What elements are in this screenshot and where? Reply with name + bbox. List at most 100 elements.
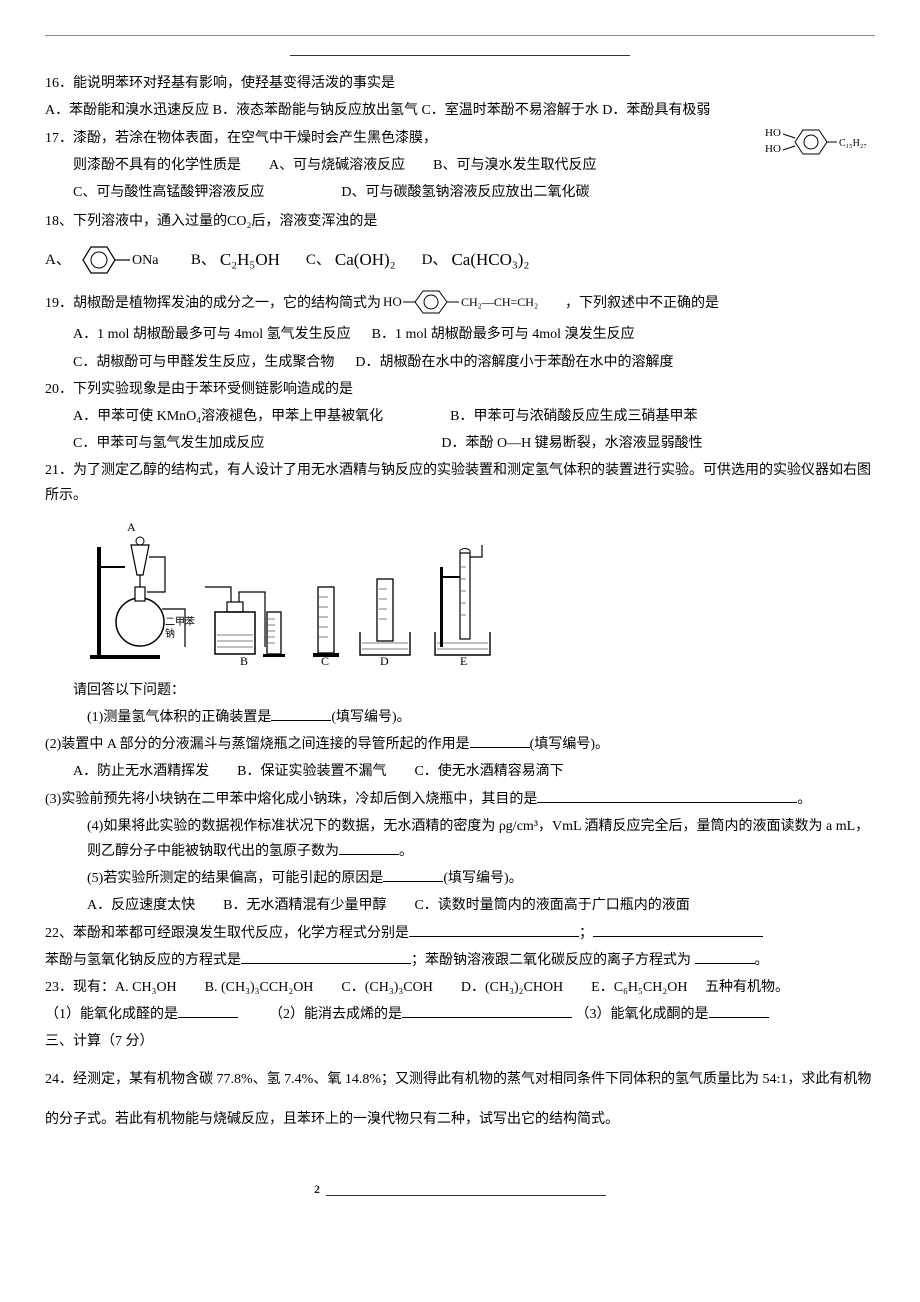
q21-p5opts: A．反应速度太快 B．无水酒精混有少量甲醇 C．读数时量筒内的液面高于广口瓶内的… — [45, 893, 875, 918]
q17-line3: C、可与酸性高锰酸钾溶液反应 D、可与碳酸氢钠溶液反应放出二氧化碳 — [45, 180, 875, 205]
q16-stem: 16．能说明苯环对羟基有影响，使羟基变得活泼的事实是 — [45, 71, 875, 96]
q21-p2optB: B．保证实验装置不漏气 — [237, 759, 386, 784]
blank — [695, 949, 755, 964]
q21-p2a: (2)装置中 A 部分的分液漏斗与蒸馏烧瓶之间连接的导管所起的作用是 — [45, 737, 470, 752]
q19-row1: A．1 mol 胡椒酚最多可与 4mol 氢气发生反应 B．1 mol 胡椒酚最… — [45, 322, 875, 347]
q18-a-prefix: A、 — [45, 247, 71, 274]
q22-l2b: ；苯酚钠溶液跟二氧化碳反应的离子方程式为 — [411, 953, 695, 968]
q21-p3: (3)实验前预先将小块钠在二甲苯中熔化成小钠珠，冷却后倒入烧瓶中，其目的是。 — [45, 787, 875, 812]
q19-stem-a: 19．胡椒酚是植物挥发油的成分之一，它的结构简式为 — [45, 291, 381, 316]
blank — [178, 1003, 238, 1018]
q17-optD: D、可与碳酸氢钠溶液反应放出二氧化碳 — [341, 185, 589, 200]
svg-text:CH₂—CH=CH₂: CH₂—CH=CH₂ — [461, 295, 538, 309]
q19-row2: C．胡椒酚可与甲醛发生反应，生成聚合物 D．胡椒酚在水中的溶解度小于苯酚在水中的… — [45, 350, 875, 375]
q19-optC: C．胡椒酚可与甲醛发生反应，生成聚合物 — [73, 355, 334, 370]
q20-row2: C．甲苯可与氢气发生加成反应 D．苯酚 O—H 键易断裂，水溶液显弱酸性 — [45, 431, 875, 456]
q19-stem: 19．胡椒酚是植物挥发油的成分之一，它的结构简式为 HO CH₂—CH=CH₂ … — [45, 286, 875, 320]
q21-p4b: 。 — [399, 844, 413, 859]
q17-line2: 则漆酚不具有的化学性质是 A、可与烧碱溶液反应 B、可与溴水发生取代反应 — [45, 153, 875, 178]
q21-p2optC: C．使无水酒精容易滴下 — [414, 759, 563, 784]
q18-c-label: Ca(OH)₂ — [335, 245, 396, 276]
q21-p1b: (填写编号)。 — [331, 710, 410, 725]
q21-p2opts: A．防止无水酒精挥发 B．保证实验装置不漏气 C．使无水酒精容易滴下 — [45, 759, 875, 784]
q18-b-label: C₂H₅OH — [220, 245, 280, 276]
apparatus-B: B — [205, 587, 285, 667]
q18-d-prefix: D、 — [422, 247, 448, 274]
q19-stem-b: ，下列叙述中不正确的是 — [565, 291, 719, 316]
page-footer: 2 — [45, 1179, 875, 1201]
q21-p2: (2)装置中 A 部分的分液漏斗与蒸馏烧瓶之间连接的导管所起的作用是 (填写编号)… — [45, 732, 875, 757]
header-blank-line — [45, 40, 875, 65]
svg-text:钠: 钠 — [165, 627, 175, 640]
apparatus-D: D — [360, 579, 410, 667]
struct-ho-bot: HO — [765, 143, 781, 155]
q17-block: HO HO C₁₅H₂₇ 17．漆酚，若涂在物体表面，在空气中干燥时会产生黑色漆… — [45, 126, 875, 208]
q19-optD: D．胡椒酚在水中的溶解度小于苯酚在水中的溶解度 — [355, 355, 673, 370]
page-number: 2 — [314, 1182, 320, 1196]
apparatus-C: C — [313, 587, 339, 667]
q18-b-prefix: B、 — [191, 247, 216, 274]
q22-l2a: 苯酚与氢氧化钠反应的方程式是 — [45, 953, 241, 968]
q21-p5: (5)若实验所测定的结果偏高，可能引起的原因是 (填写编号)。 — [45, 866, 875, 891]
q21-p4a: (4)如果将此实验的数据视作标准状况下的数据，无水酒精的密度为 ρg/cm³，V… — [87, 819, 869, 859]
q18-optC: C、 Ca(OH)₂ — [306, 245, 396, 276]
blank — [339, 840, 399, 855]
q21-apparatus-figure: A 二甲苯 钠 — [85, 517, 875, 676]
q22-line2: 苯酚与氢氧化钠反应的方程式是 ；苯酚钠溶液跟二氧化碳反应的离子方程式为 。 — [45, 948, 875, 973]
svg-text:A: A — [127, 520, 136, 534]
q22-l1b: ； — [579, 926, 593, 941]
q21-p3a: (3)实验前预先将小块钠在二甲苯中熔化成小钠珠，冷却后倒入烧瓶中，其目的是 — [45, 792, 537, 807]
q21-p2b: (填写编号)。 — [530, 737, 609, 752]
q21-p2optA: A．防止无水酒精挥发 — [73, 759, 209, 784]
struct-ho-top: HO — [765, 127, 781, 139]
q21-p5optC: C．读数时量筒内的液面高于广口瓶内的液面 — [414, 893, 689, 918]
blank — [402, 1003, 572, 1018]
q23-stem: 23．现有：A. CH₃OH B. (CH₃)₃CCH₂OH C．(CH₃)₃C… — [45, 975, 875, 1000]
blank — [271, 706, 331, 721]
top-rule — [45, 35, 875, 36]
blank — [241, 949, 411, 964]
q23-p2a: （2）能消去成烯的是 — [269, 1007, 402, 1022]
svg-text:HO: HO — [383, 294, 402, 309]
blank — [383, 867, 443, 882]
q20-row1: A．甲苯可使 KMnO₄溶液褪色，甲苯上甲基被氧化 B．甲苯可与浓硝酸反应生成三… — [45, 404, 875, 429]
q23-p3a: （3）能氧化成酮的是 — [576, 1007, 709, 1022]
q20-stem: 20．下列实验现象是由于苯环受侧链影响造成的是 — [45, 377, 875, 402]
q19-optA: A．1 mol 胡椒酚最多可与 4mol 氢气发生反应 — [73, 327, 351, 342]
q19-optB: B．1 mol 胡椒酚最多可与 4mol 溴发生反应 — [372, 327, 635, 342]
blank — [470, 733, 530, 748]
q20-optD: D．苯酚 O—H 键易断裂，水溶液显弱酸性 — [441, 436, 702, 451]
section-3-header: 三、计算（7 分） — [45, 1029, 875, 1054]
blank — [593, 922, 763, 937]
q17-structure: HO HO C₁₅H₂₇ — [765, 122, 875, 172]
q18-d-label: Ca(HCO₃)₂ — [451, 245, 529, 276]
q18-c-prefix: C、 — [306, 247, 331, 274]
apparatus-E: E — [435, 545, 490, 667]
q22-l2c: 。 — [755, 953, 769, 968]
q18-options: A、 ONa B、 C₂H₅OH C、 Ca(OH)₂ D、 Ca(HCO₃)₂ — [45, 240, 875, 280]
q21-intro: 请回答以下问题： — [45, 678, 875, 703]
q18-optD: D、 Ca(HCO₃)₂ — [422, 245, 530, 276]
q21-p5optA: A．反应速度太快 — [87, 893, 195, 918]
svg-text:B: B — [240, 654, 248, 667]
q17-optC: C、可与酸性高锰酸钾溶液反应 — [73, 185, 264, 200]
q22-line1: 22、苯酚和苯都可经跟溴发生取代反应，化学方程式分别是； — [45, 921, 875, 946]
struct-side-label: C₁₅H₂₇ — [839, 138, 867, 149]
q20-optB: B．甲苯可与浓硝酸反应生成三硝基甲苯 — [450, 409, 697, 424]
q21-p5a: (5)若实验所测定的结果偏高，可能引起的原因是 — [87, 871, 383, 886]
q16-options: A．苯酚能和溴水迅速反应 B．液态苯酚能与钠反应放出氢气 C．室温时苯酚不易溶解… — [45, 98, 875, 123]
q23-parts: （1）能氧化成醛的是 （2）能消去成烯的是 （3）能氧化成酮的是 — [45, 1002, 875, 1027]
blank — [537, 788, 797, 803]
svg-text:C: C — [321, 654, 329, 667]
svg-text:E: E — [460, 654, 467, 667]
q20-optC: C．甲苯可与氢气发生加成反应 — [73, 436, 264, 451]
apparatus-A: A 二甲苯 钠 — [90, 520, 195, 659]
q21-stem: 21．为了测定乙醇的结构式，有人设计了用无水酒精与钠反应的实验装置和测定氢气体积… — [45, 458, 875, 508]
q24-stem: 24．经测定，某有机物含碳 77.8%、氢 7.4%、氧 14.8%；又测得此有… — [45, 1060, 875, 1138]
q17-stem: 17．漆酚，若涂在物体表面，在空气中干燥时会产生黑色漆膜， — [45, 126, 875, 151]
q21-p5optB: B．无水酒精混有少量甲醇 — [223, 893, 386, 918]
svg-text:D: D — [380, 654, 389, 667]
blank — [709, 1003, 769, 1018]
q21-p5b: (填写编号)。 — [443, 871, 522, 886]
q21-p1: (1)测量氢气体积的正确装置是(填写编号)。 — [45, 705, 875, 730]
